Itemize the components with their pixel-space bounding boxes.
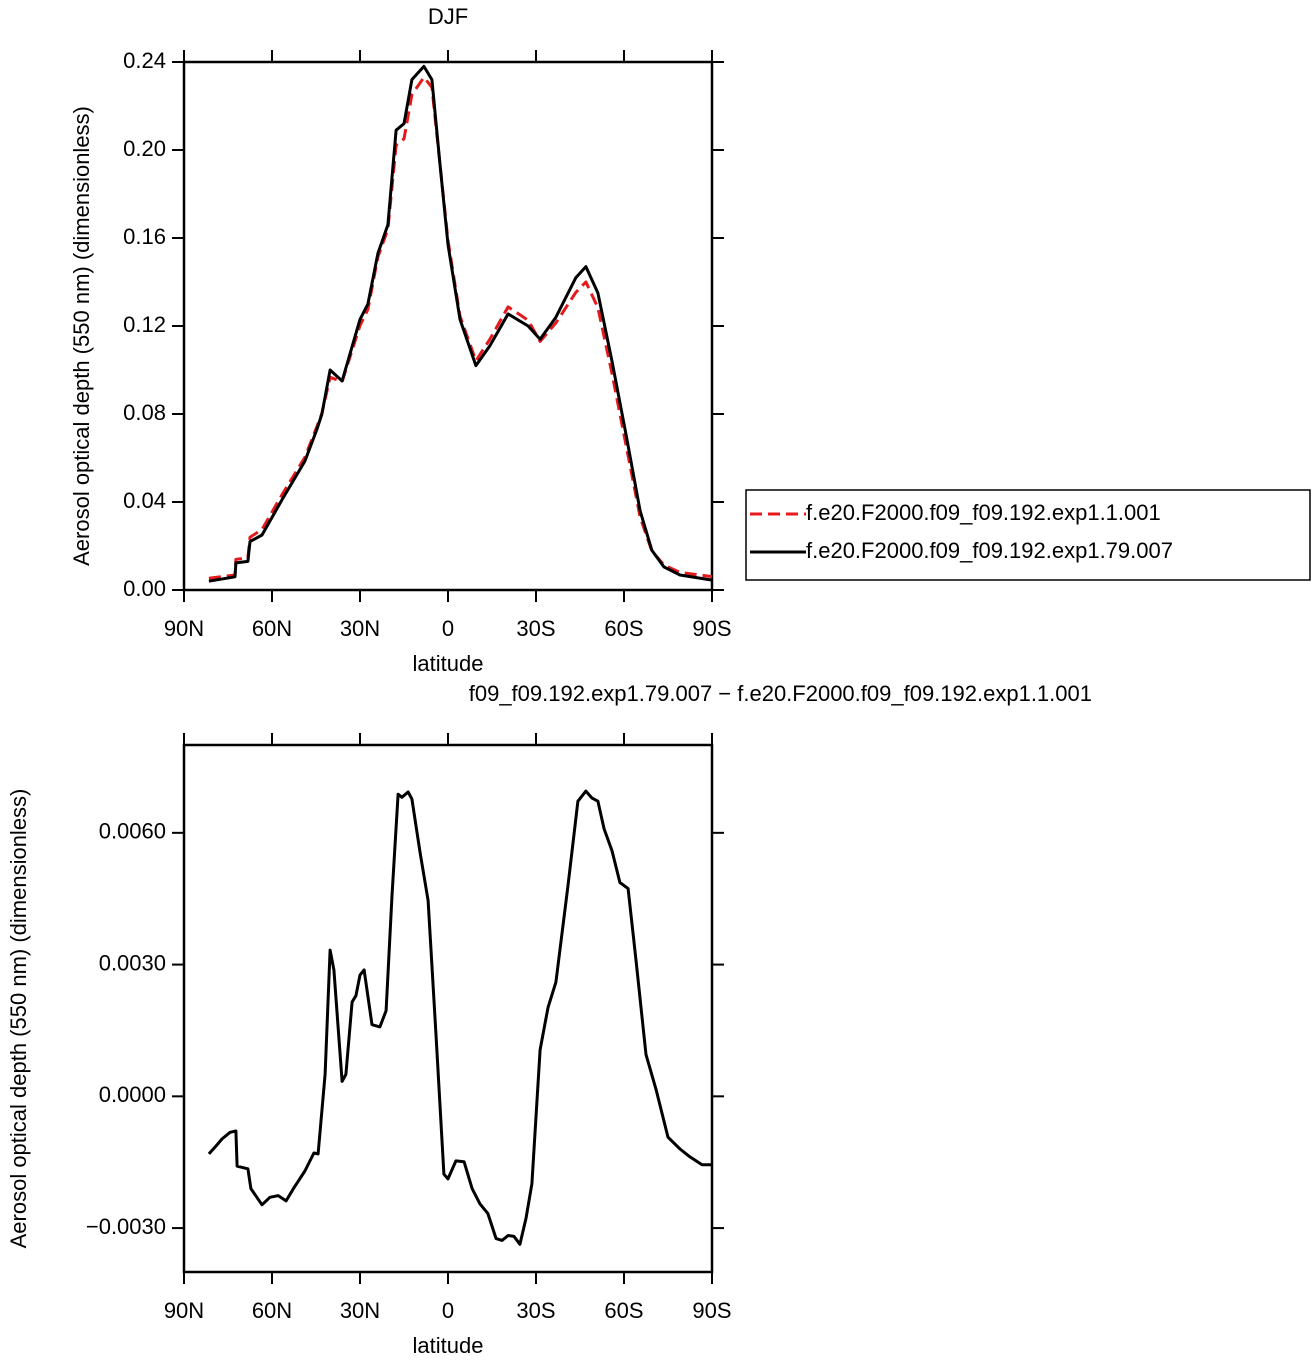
y-axis-label: Aerosol optical depth (550 nm) (dimensio… bbox=[6, 789, 31, 1249]
y-tick-label: 0.16 bbox=[123, 224, 166, 249]
x-tick-label: 0 bbox=[442, 616, 454, 641]
x-tick-label: 60S bbox=[604, 616, 643, 641]
x-tick-label: 90N bbox=[164, 1298, 204, 1323]
x-tick-label: 90S bbox=[692, 1298, 731, 1323]
plot-frame bbox=[182, 743, 714, 1274]
x-tick-label: 30S bbox=[516, 616, 555, 641]
x-axis-label: latitude bbox=[413, 1333, 484, 1358]
chart-title: f09_f09.192.exp1.79.007 − f.e20.F2000.f0… bbox=[469, 681, 1092, 706]
y-tick-label: 0.20 bbox=[123, 136, 166, 161]
y-tick-label: 0.08 bbox=[123, 400, 166, 425]
y-tick-label: −0.0030 bbox=[86, 1214, 166, 1239]
x-tick-label: 30S bbox=[516, 1298, 555, 1323]
chart-title: DJF bbox=[428, 4, 468, 29]
y-tick-label: 0.12 bbox=[123, 312, 166, 337]
legend-label: f.e20.F2000.f09_f09.192.exp1.79.007 bbox=[806, 538, 1173, 563]
legend-box bbox=[745, 489, 1311, 581]
y-tick-label: 0.0030 bbox=[99, 950, 166, 975]
y-tick-label: 0.24 bbox=[123, 48, 166, 73]
x-axis-label: latitude bbox=[413, 651, 484, 676]
x-tick-label: 60N bbox=[252, 1298, 292, 1323]
plot-frame bbox=[182, 60, 714, 592]
x-tick-label: 0 bbox=[442, 1298, 454, 1323]
data-line bbox=[207, 789, 712, 1246]
y-tick-label: 0.0000 bbox=[99, 1082, 166, 1107]
x-tick-label: 60S bbox=[604, 1298, 643, 1323]
data-line bbox=[208, 64, 713, 583]
x-tick-label: 30N bbox=[340, 616, 380, 641]
x-tick-label: 30N bbox=[340, 1298, 380, 1323]
x-tick-label: 60N bbox=[252, 616, 292, 641]
x-tick-label: 90S bbox=[692, 616, 731, 641]
y-tick-label: 0.0060 bbox=[99, 819, 166, 844]
y-axis-label: Aerosol optical depth (550 nm) (dimensio… bbox=[69, 106, 94, 566]
legend-label: f.e20.F2000.f09_f09.192.exp1.1.001 bbox=[806, 500, 1161, 525]
y-tick-label: 0.00 bbox=[123, 576, 166, 601]
data-line bbox=[208, 75, 713, 580]
y-tick-label: 0.04 bbox=[123, 488, 166, 513]
x-tick-label: 90N bbox=[164, 616, 204, 641]
